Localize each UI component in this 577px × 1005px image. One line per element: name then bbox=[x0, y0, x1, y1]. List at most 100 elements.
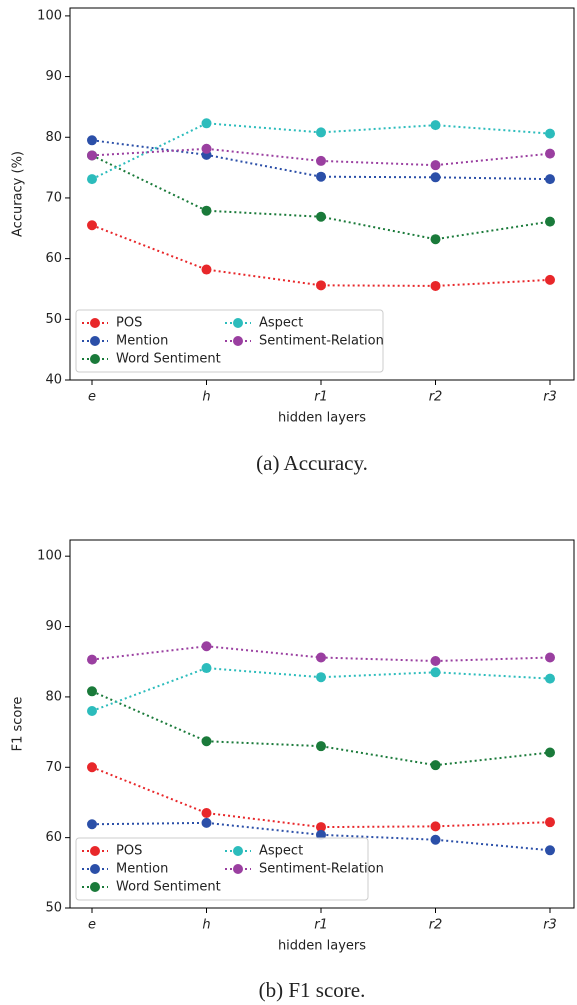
x-tick-label: r2 bbox=[429, 390, 443, 405]
legend-swatch bbox=[90, 318, 100, 328]
x-tick-label: r3 bbox=[543, 390, 557, 405]
y-axis-label: Accuracy (%) bbox=[11, 151, 26, 237]
legend-box bbox=[75, 309, 384, 373]
data-point bbox=[201, 118, 212, 129]
legend-label: Mention bbox=[116, 334, 168, 349]
legend-box bbox=[75, 837, 369, 901]
y-tick-label: 50 bbox=[45, 901, 62, 916]
x-tick-label: h bbox=[202, 390, 210, 405]
data-point bbox=[430, 834, 441, 845]
data-point bbox=[430, 120, 441, 131]
legend-label: POS bbox=[116, 316, 142, 331]
legend-label: Aspect bbox=[259, 316, 303, 331]
data-point bbox=[430, 280, 441, 291]
y-tick-label: 70 bbox=[45, 190, 62, 205]
plot-frame bbox=[69, 7, 575, 381]
y-tick-label: 100 bbox=[37, 549, 62, 564]
data-point bbox=[87, 150, 97, 161]
series-line bbox=[91, 821, 551, 852]
data-point bbox=[316, 672, 326, 683]
legend-label: Mention bbox=[116, 862, 168, 877]
x-tick-label: r2 bbox=[429, 918, 443, 933]
series-line bbox=[91, 690, 551, 767]
data-point bbox=[87, 705, 97, 716]
data-point bbox=[201, 663, 212, 674]
data-point bbox=[201, 641, 212, 652]
x-tick-label: r3 bbox=[543, 918, 557, 933]
series-line bbox=[91, 667, 551, 712]
data-point bbox=[201, 205, 212, 216]
data-point bbox=[316, 211, 326, 222]
y-tick-label: 80 bbox=[45, 130, 62, 145]
x-tick-label: h bbox=[202, 918, 210, 933]
data-point bbox=[201, 817, 212, 828]
data-point bbox=[545, 817, 555, 828]
data-point bbox=[430, 656, 441, 667]
legend-swatch bbox=[90, 336, 100, 346]
data-point bbox=[87, 174, 97, 185]
data-point bbox=[316, 171, 326, 182]
data-point bbox=[316, 127, 326, 138]
data-point bbox=[87, 135, 97, 146]
legend-label: Sentiment-Relation bbox=[259, 862, 384, 877]
y-tick-label: 70 bbox=[45, 760, 62, 775]
legend-label: Sentiment-Relation bbox=[259, 334, 384, 349]
data-point bbox=[430, 760, 441, 771]
legend-label: Word Sentiment bbox=[116, 880, 221, 895]
data-point bbox=[430, 234, 441, 245]
legend-label: POS bbox=[116, 844, 142, 859]
data-point bbox=[201, 808, 212, 819]
legend-swatch bbox=[90, 864, 100, 874]
x-tick-label: r1 bbox=[314, 390, 328, 405]
data-point bbox=[87, 686, 97, 697]
plot-frame bbox=[69, 539, 575, 909]
data-point bbox=[87, 819, 97, 830]
legend-swatch bbox=[90, 354, 100, 364]
y-tick-label: 60 bbox=[45, 251, 62, 266]
y-tick-label: 90 bbox=[45, 619, 62, 634]
legend-swatch bbox=[90, 882, 100, 892]
data-point bbox=[316, 829, 326, 840]
data-point bbox=[545, 652, 555, 663]
data-point bbox=[545, 673, 555, 684]
data-point bbox=[201, 143, 212, 154]
y-tick-label: 100 bbox=[37, 8, 62, 23]
data-point bbox=[87, 762, 97, 773]
legend-label: Word Sentiment bbox=[116, 352, 221, 367]
series-line bbox=[91, 147, 551, 167]
y-axis-label: F1 score bbox=[11, 697, 26, 752]
data-point bbox=[430, 160, 441, 171]
data-point bbox=[201, 264, 212, 275]
y-tick-label: 90 bbox=[45, 69, 62, 84]
data-point bbox=[316, 822, 326, 833]
legend-swatch bbox=[233, 336, 243, 346]
data-point bbox=[201, 736, 212, 747]
data-point bbox=[316, 280, 326, 291]
data-point bbox=[545, 216, 555, 227]
data-point bbox=[87, 654, 97, 665]
data-point bbox=[316, 155, 326, 166]
data-point bbox=[545, 845, 555, 856]
data-point bbox=[545, 174, 555, 185]
x-tick-label: e bbox=[88, 390, 96, 405]
data-point bbox=[87, 220, 97, 231]
data-point bbox=[545, 747, 555, 758]
legend-swatch bbox=[233, 864, 243, 874]
series-line bbox=[91, 154, 551, 241]
x-axis-label: hidden layers bbox=[278, 939, 366, 954]
caption: (b) F1 score. bbox=[259, 978, 366, 1002]
y-tick-label: 80 bbox=[45, 689, 62, 704]
legend-swatch bbox=[233, 318, 243, 328]
series-line bbox=[91, 766, 551, 829]
data-point bbox=[430, 172, 441, 183]
y-tick-label: 60 bbox=[45, 830, 62, 845]
caption: (a) Accuracy. bbox=[256, 451, 368, 475]
legend-label: Aspect bbox=[259, 844, 303, 859]
x-axis-label: hidden layers bbox=[278, 411, 366, 426]
x-tick-label: e bbox=[88, 918, 96, 933]
y-tick-label: 50 bbox=[45, 312, 62, 327]
data-point bbox=[316, 741, 326, 752]
series-line bbox=[91, 122, 551, 181]
y-tick-label: 40 bbox=[45, 373, 62, 388]
